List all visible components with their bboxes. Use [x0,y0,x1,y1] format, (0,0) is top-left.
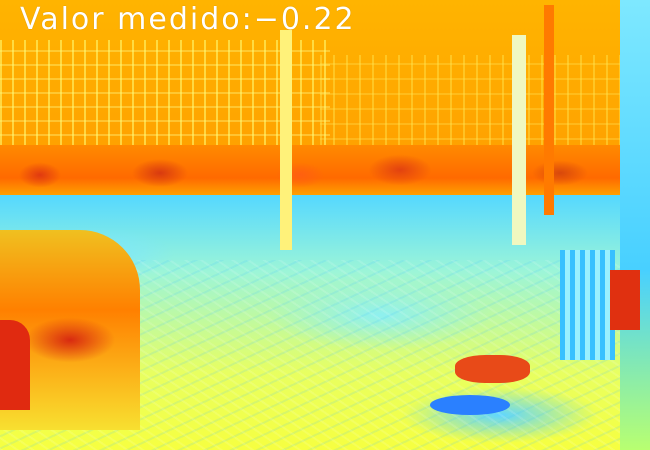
fence-pole [544,5,554,215]
blue-puddle [430,395,510,415]
right-post [560,250,615,360]
red-object [610,270,640,330]
readout-label: Valor medido: [20,2,254,37]
readout-value: −0.22 [253,2,356,37]
measured-value-readout: Valor medido:−0.22 [20,0,356,40]
fence-pole [512,35,526,245]
fence-mesh-left [0,40,330,150]
red-basin [455,355,530,383]
foreground-pillar [620,0,650,450]
car-front [0,320,30,410]
hedge-band [0,145,620,200]
fence-pole [280,30,292,250]
